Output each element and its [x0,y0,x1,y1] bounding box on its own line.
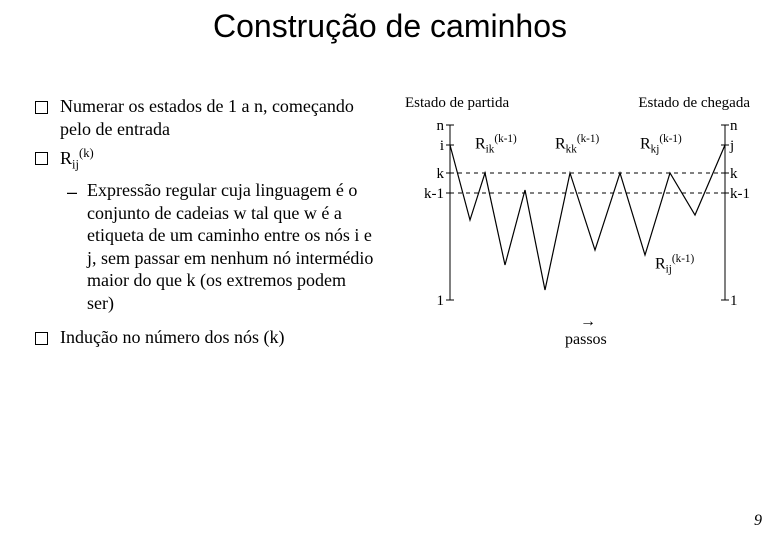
bullet-marker [35,332,48,345]
bullet-1-text: Numerar os estados de 1 a n, começando p… [60,95,375,140]
b2-sub: ij [72,158,79,172]
zigzag-path [450,145,725,290]
diagram: Estado de partida Estado de chegada n i … [405,95,750,355]
body-text: Numerar os estados de 1 a n, começando p… [35,95,375,355]
bullet-3: – Expressão regular cuja linguagem é o c… [67,179,375,314]
dash-marker: – [67,181,77,204]
bullet-3-text: Expressão regular cuja linguagem é o con… [87,179,375,314]
bullet-1: Numerar os estados de 1 a n, começando p… [35,95,375,140]
bullet-marker [35,101,48,114]
b2-R: R [60,148,72,168]
bullet-2: Rij(k) [35,146,375,173]
bullet-4: Indução no número dos nós (k) [35,326,375,349]
b2-sup: (k) [79,146,94,160]
bullet-4-text: Indução no número dos nós (k) [60,326,375,349]
page-number: 9 [754,512,762,530]
bullet-marker [35,152,48,165]
slide-title: Construção de caminhos [0,8,780,45]
diagram-svg [405,95,750,355]
bullet-2-text: Rij(k) [60,146,375,173]
